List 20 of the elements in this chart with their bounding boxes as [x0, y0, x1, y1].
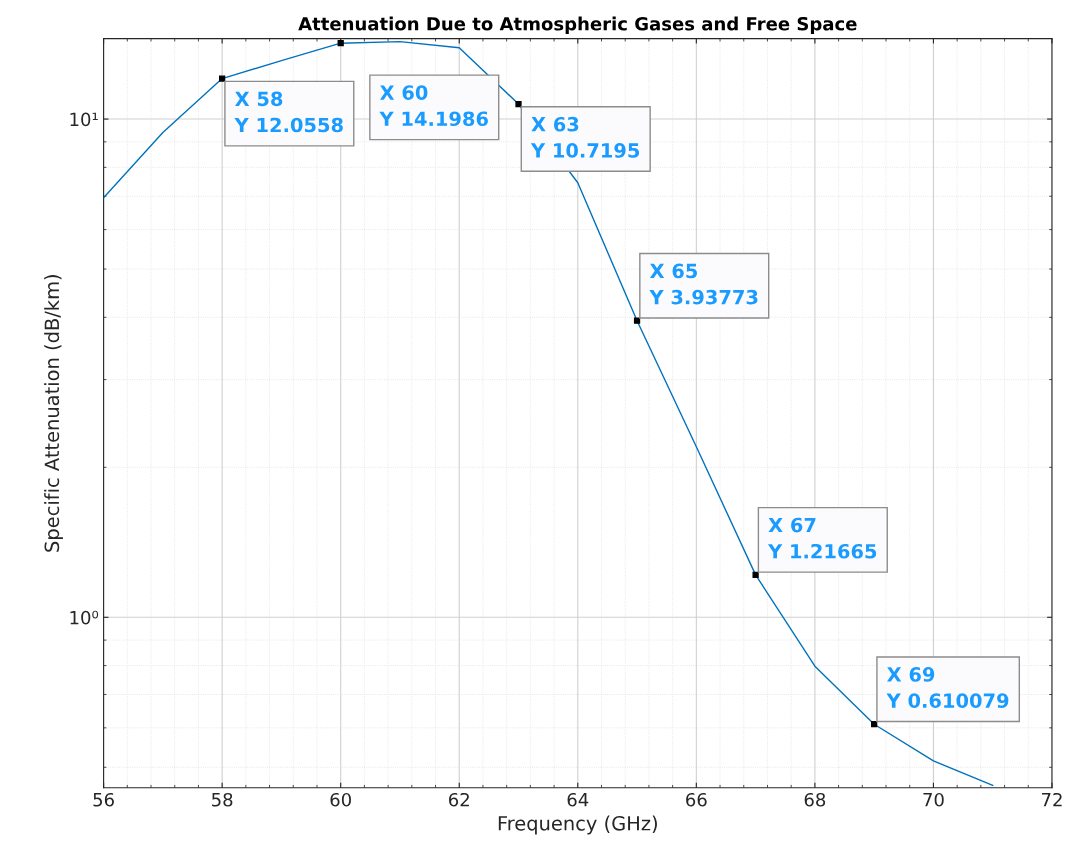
annotation: X 65 Y 3.93773: [649, 263, 758, 305]
y-axis-title: Specific Attenuation (dB/km): [44, 275, 63, 552]
x-tick-label: 60: [330, 792, 351, 807]
x-axis-title: Frequency (GHz): [498, 815, 657, 835]
x-tick-label: 56: [93, 792, 114, 807]
x-tick-label: 70: [923, 792, 944, 807]
annotation: X 60 Y 14.1986: [379, 85, 488, 127]
x-tick-label: 58: [212, 792, 233, 807]
y-tick-label: 10¹: [70, 112, 98, 127]
x-tick-label: 62: [449, 792, 469, 807]
x-tick-label: 72: [1041, 792, 1062, 807]
annotation: X 63 Y 10.7195: [530, 116, 640, 158]
x-tick-label: 64: [567, 792, 589, 807]
annotation: X 58 Y 12.0558: [234, 91, 343, 133]
annotation: X 69 Y 0.610079: [886, 667, 1009, 708]
y-tick-label: 10⁰: [70, 610, 99, 625]
chart-title: Attenuation Due to Atmospheric Gases and Free Space: [298, 16, 857, 35]
x-tick-label: 66: [686, 792, 707, 807]
x-tick-label: 68: [804, 792, 826, 807]
annotation: X 67 Y 1.21665: [767, 517, 877, 559]
